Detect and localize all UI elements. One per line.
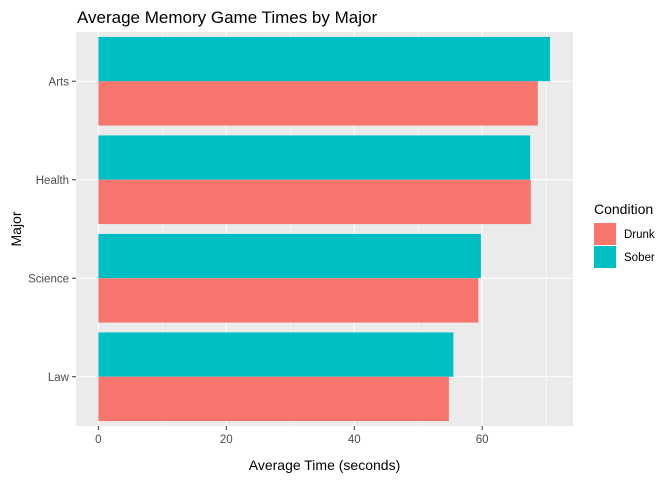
axis-layer: 0 20 40 60 Arts Health Science Law (28, 76, 488, 446)
bar-sober-science (98, 233, 481, 279)
legend-title: Condition (594, 201, 653, 217)
bar-drunk-law (98, 376, 449, 422)
bar-sober-law (98, 332, 454, 377)
y-tick-label: Arts (49, 76, 70, 88)
bar-drunk-arts (98, 81, 538, 126)
x-tick-label: 40 (348, 434, 361, 446)
chart-title: Average Memory Game Times by Major (77, 8, 377, 27)
bar-sober-health (98, 135, 531, 180)
bar-layer (98, 36, 550, 422)
x-tick-label: 0 (95, 434, 101, 446)
y-axis-title: Major (8, 211, 24, 246)
y-tick-label: Law (48, 372, 70, 384)
bar-drunk-health (98, 179, 531, 225)
x-tick-label: 60 (476, 434, 489, 446)
x-tick-label: 20 (220, 434, 233, 446)
legend-key-sober (594, 246, 616, 268)
bar-sober-arts (98, 36, 550, 82)
y-tick-label: Science (28, 273, 69, 285)
legend-label-drunk: Drunk (624, 229, 655, 241)
bar-drunk-science (98, 278, 479, 323)
legend: Condition Drunk Sober (594, 201, 655, 268)
x-axis-title: Average Time (seconds) (249, 457, 400, 473)
legend-key-drunk (594, 223, 616, 245)
y-tick-label: Health (36, 175, 69, 187)
legend-label-sober: Sober (624, 252, 655, 264)
